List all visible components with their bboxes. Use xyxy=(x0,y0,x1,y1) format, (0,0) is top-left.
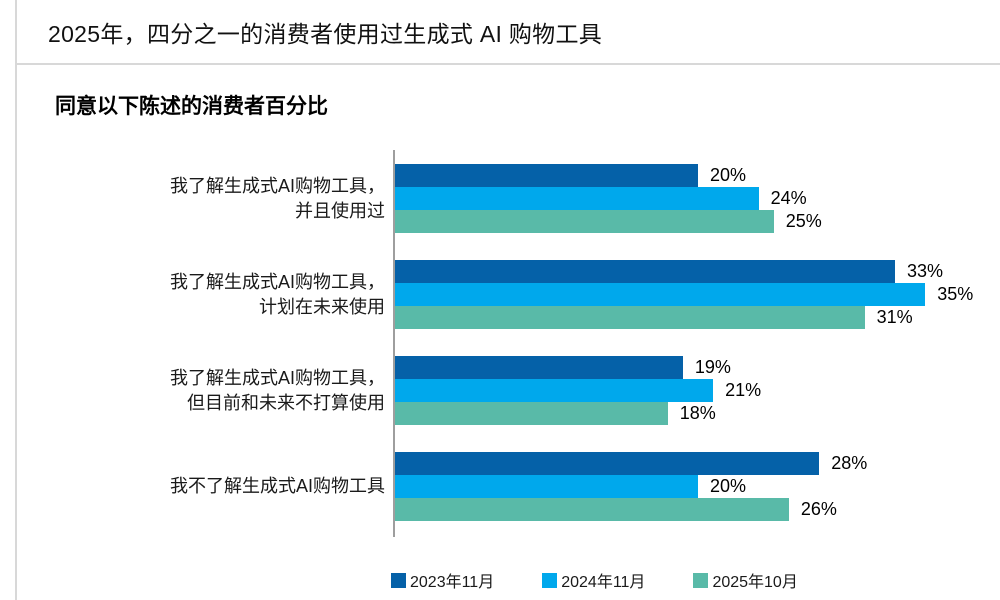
bar-value-label: 28% xyxy=(831,453,868,473)
bar-2023年11月 xyxy=(395,356,683,379)
grouped-bar-chart: 我了解生成式AI购物工具， 并且使用过 20% 24% 25% 我了解生成式AI购物工具，… xyxy=(0,150,1000,550)
header: 2025年，四分之一的消费者使用过生成式 AI 购物工具 xyxy=(48,0,980,63)
bar-row: 26% xyxy=(395,498,867,521)
bar-row: 21% xyxy=(395,379,761,402)
bar-2023年11月 xyxy=(395,164,698,187)
legend-swatch xyxy=(693,572,709,588)
bar-2024年11月 xyxy=(395,379,714,402)
bar-2025年10月 xyxy=(395,498,789,521)
bar-2024年11月 xyxy=(395,475,698,498)
bar-value-label: 26% xyxy=(800,499,837,519)
bar-stack: 19% 21% 18% xyxy=(395,356,761,425)
legend-swatch xyxy=(391,572,406,588)
chart-subtitle: 同意以下陈述的消费者百分比 xyxy=(55,95,328,118)
bar-group: 我了解生成式AI购物工具， 计划在未来使用 33% 35% 31% xyxy=(0,260,1000,329)
bar-group: 我了解生成式AI购物工具， 但目前和未来不打算使用 19% 21% 18% xyxy=(0,356,1000,425)
legend-item: 2025年10月 xyxy=(693,568,798,592)
bar-row: 19% xyxy=(395,356,761,379)
category-label: 我了解生成式AI购物工具， 并且使用过 xyxy=(169,175,385,221)
bar-2024年11月 xyxy=(395,187,759,210)
legend-item: 2024年11月 xyxy=(542,568,645,592)
bar-2025年10月 xyxy=(395,306,865,329)
bar-row: 28% xyxy=(395,452,867,475)
bar-stack: 28% 20% 26% xyxy=(395,452,867,521)
legend-label: 2023年11月 xyxy=(410,574,495,591)
bar-row: 35% xyxy=(395,283,973,306)
legend-label: 2025年10月 xyxy=(712,574,798,591)
legend-label: 2024年11月 xyxy=(561,574,646,591)
bar-row: 31% xyxy=(395,306,973,329)
bar-value-label: 18% xyxy=(679,403,716,423)
category-label: 我了解生成式AI购物工具， 计划在未来使用 xyxy=(169,271,385,317)
bar-group: 我了解生成式AI购物工具， 并且使用过 20% 24% 25% xyxy=(0,164,1000,233)
bar-2023年11月 xyxy=(395,452,820,475)
bar-stack: 33% 35% 31% xyxy=(395,260,973,329)
bar-value-label: 24% xyxy=(770,188,807,208)
bar-value-label: 31% xyxy=(876,307,913,327)
bar-value-label: 33% xyxy=(906,261,943,281)
bar-value-label: 19% xyxy=(694,357,731,377)
header-divider xyxy=(15,63,1000,65)
legend-item: 2023年11月 xyxy=(391,568,494,592)
bar-2025年10月 xyxy=(395,210,774,233)
bar-row: 20% xyxy=(395,164,822,187)
bar-value-label: 20% xyxy=(710,165,747,185)
chart-legend: 2023年11月 2024年11月 2025年10月 xyxy=(391,568,798,592)
legend-swatch xyxy=(542,572,558,588)
bar-row: 33% xyxy=(395,260,973,283)
y-axis-line xyxy=(393,150,395,537)
bar-value-label: 25% xyxy=(785,211,822,231)
bar-row: 24% xyxy=(395,187,822,210)
bar-group: 我不了解生成式AI购物工具 28% 20% 26% xyxy=(0,452,1000,521)
bar-row: 18% xyxy=(395,402,761,425)
bar-stack: 20% 24% 25% xyxy=(395,164,822,233)
bar-2023年11月 xyxy=(395,260,895,283)
chart-groups: 我了解生成式AI购物工具， 并且使用过 20% 24% 25% 我了解生成式AI购物工具，… xyxy=(0,164,1000,521)
bar-value-label: 35% xyxy=(937,284,974,304)
bar-row: 25% xyxy=(395,210,822,233)
category-label: 我不了解生成式AI购物工具 xyxy=(169,476,385,496)
category-label: 我了解生成式AI购物工具， 但目前和未来不打算使用 xyxy=(169,367,385,413)
page-title: 2025年，四分之一的消费者使用过生成式 AI 购物工具 xyxy=(48,20,603,47)
left-border-rule xyxy=(15,0,17,600)
bar-value-label: 21% xyxy=(725,380,762,400)
bar-2025年10月 xyxy=(395,402,668,425)
bar-row: 20% xyxy=(395,475,867,498)
bar-2024年11月 xyxy=(395,283,926,306)
bar-value-label: 20% xyxy=(710,476,747,496)
